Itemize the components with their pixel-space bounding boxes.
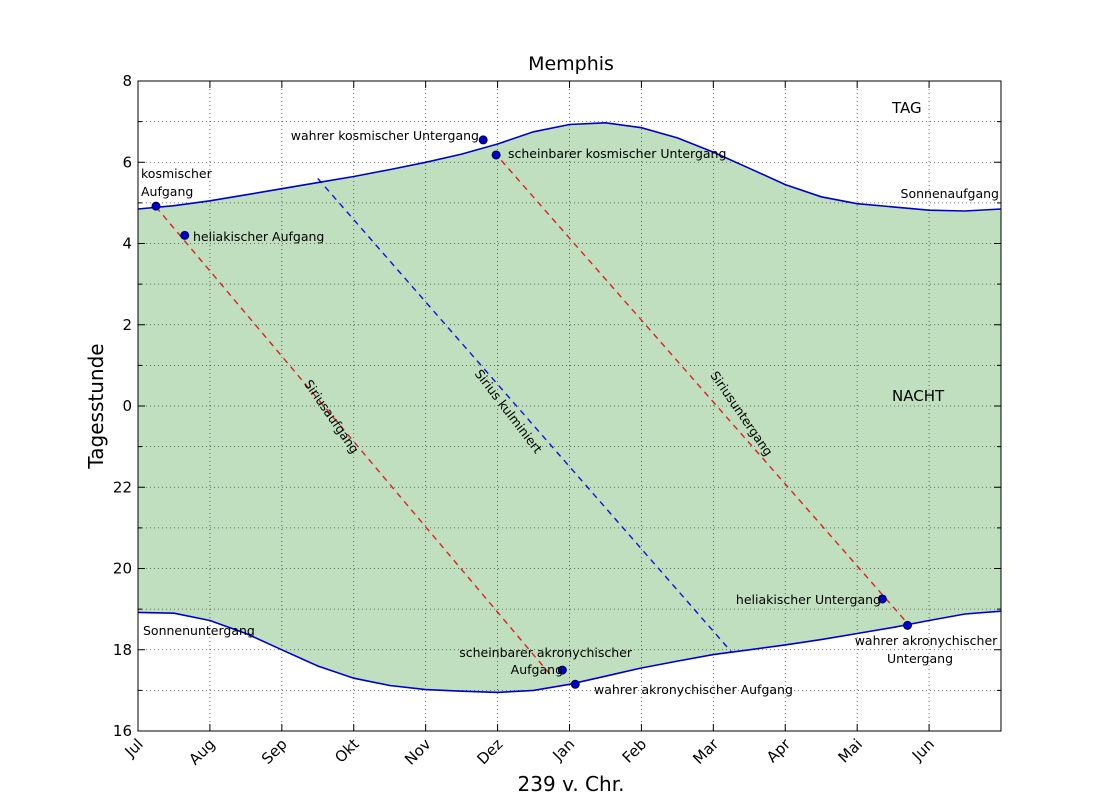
event-label-wahrer-kosmischer-untergang: wahrer kosmischer Untergang: [291, 128, 479, 143]
y-tick-label: 18: [113, 641, 132, 659]
sunrise-curve: [137, 121, 1002, 212]
x-tick-label: Mai: [835, 735, 866, 766]
x-tick-label: Sep: [258, 735, 291, 768]
y-tick-label: 8: [122, 72, 132, 90]
sirius-dashed-line: [317, 178, 732, 653]
sunrise-curve-label: Sonnenaufgang: [901, 186, 999, 201]
y-tick-label: 16: [113, 722, 132, 740]
event-point: [877, 594, 887, 604]
event-label-heliakischer-untergang: heliakischer Untergang: [736, 592, 881, 607]
x-tick-label: Jan: [549, 735, 579, 765]
event-label-kosmischer-aufgang: Aufgang: [141, 184, 193, 199]
y-tick-label: 2: [122, 316, 132, 334]
chart-title: Memphis: [528, 53, 614, 75]
event-label-kosmischer-aufgang: kosmischer: [141, 166, 213, 181]
sunset-curve: [137, 610, 1002, 694]
y-tick-label: 0: [122, 397, 132, 415]
y-tick-label: 4: [122, 235, 132, 253]
x-tick-label: Jun: [908, 735, 938, 765]
event-point: [557, 665, 567, 675]
event-point: [903, 620, 913, 630]
sun-curves-layer: [137, 121, 1002, 694]
event-label-wahrer-akronychischer-untergang: Untergang: [887, 651, 953, 666]
day-region-label: TAG: [891, 99, 922, 117]
sunset-curve-label: Sonnenuntergang: [143, 623, 255, 638]
event-point: [570, 679, 580, 689]
y-tick-label: 22: [113, 478, 132, 496]
event-points-layer: [151, 135, 913, 689]
x-tick-label: Aug: [185, 735, 218, 768]
x-tick-label: Nov: [401, 735, 435, 769]
event-label-scheinbarer-kosmischer-untergang: scheinbarer kosmischer Untergang: [508, 146, 726, 161]
event-label-heliakischer-aufgang: heliakischer Aufgang: [193, 229, 324, 244]
x-tick-label: Mar: [689, 735, 722, 768]
event-point: [180, 230, 190, 240]
event-point: [151, 201, 161, 211]
event-label-scheinbarer-akronychischer-aufgang: Aufgang: [511, 662, 563, 677]
y-tick-label: 6: [122, 153, 132, 171]
x-axis-label: 239 v. Chr.: [518, 772, 625, 796]
event-label-wahrer-akronychischer-aufgang: wahrer akronychischer Aufgang: [594, 682, 793, 697]
x-tick-label: Feb: [619, 735, 651, 767]
x-tick-label: Dez: [473, 735, 506, 768]
x-tick-label: Apr: [763, 735, 795, 767]
event-label-scheinbarer-akronychischer-aufgang: scheinbarer akronychischer: [459, 645, 633, 660]
event-label-wahrer-akronychischer-untergang: wahrer akronychischer: [855, 633, 998, 648]
y-axis-label: Tagesstunde: [84, 343, 108, 469]
sirius-lines-layer: [155, 151, 912, 677]
y-tick-label: 20: [113, 560, 132, 578]
night-region-label: NACHT: [892, 387, 945, 405]
event-point: [478, 135, 488, 145]
grid-layer: [138, 81, 1001, 731]
event-point: [491, 150, 501, 160]
sirius-dashed-line: [155, 206, 553, 677]
x-tick-label: Okt: [331, 735, 362, 766]
